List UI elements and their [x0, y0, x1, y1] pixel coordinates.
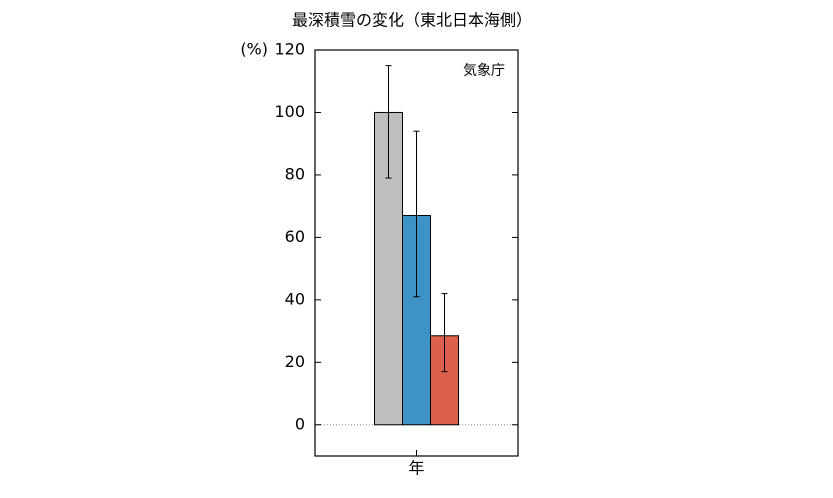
y-tick-label: 60	[285, 227, 305, 246]
y-tick-label: 0	[295, 414, 305, 433]
plot-frame	[314, 49, 519, 457]
y-tick-label: 120	[274, 40, 305, 59]
y-tick-label: 80	[285, 164, 305, 183]
y-tick-label: 40	[285, 289, 305, 308]
annotation: 気象庁	[463, 63, 505, 79]
x-tick-label: 年	[408, 459, 424, 478]
chart-title: 最深積雪の変化（東北日本海側）	[292, 11, 532, 30]
y-tick-label: 100	[274, 102, 305, 121]
y-axis-label: (%)	[240, 40, 268, 59]
y-tick-label: 20	[285, 352, 305, 371]
